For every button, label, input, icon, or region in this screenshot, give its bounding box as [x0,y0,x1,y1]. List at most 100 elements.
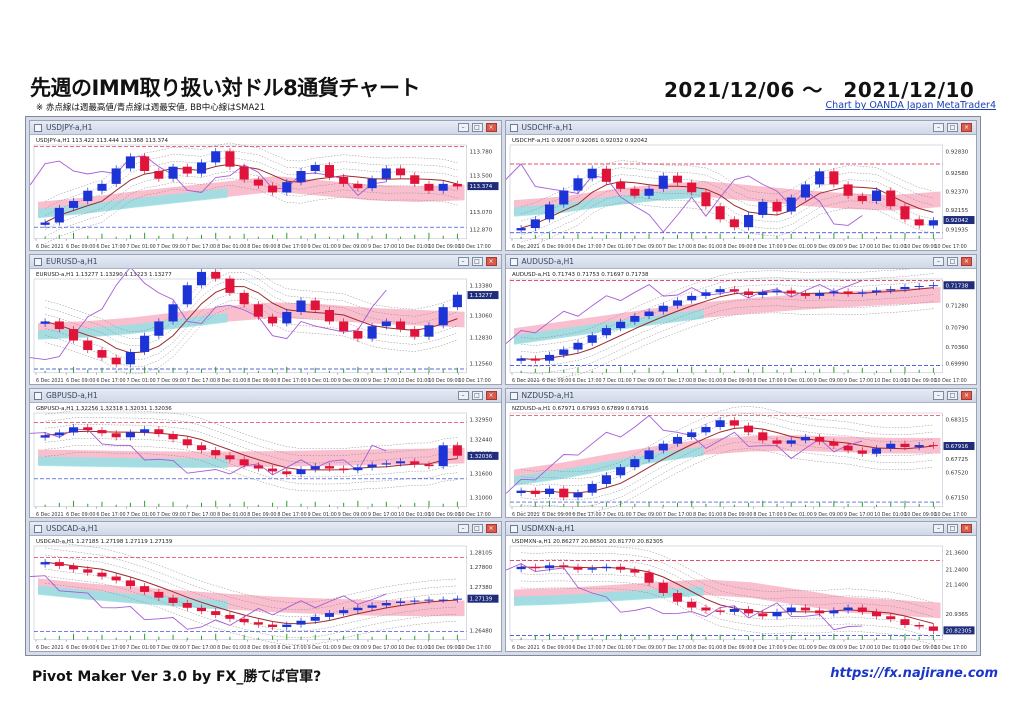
close-button[interactable]: × [961,256,972,266]
candle [310,617,320,622]
chart-window-title[interactable]: AUDUSD-a,H1 – □ × [505,254,976,269]
maximize-button[interactable]: □ [471,123,483,132]
maximize-button[interactable]: □ [471,256,483,266]
ichimoku-cloud [513,286,940,344]
candle [253,179,263,186]
candle [140,335,150,352]
chart-window-title[interactable]: USDCAD-a,H1 – □ × [30,522,501,537]
close-button[interactable]: × [961,390,972,400]
chart-window[interactable]: USDCHF-a,H1 – □ × USDCHF-a,H1 0.92067 0.9208… [504,120,977,251]
chart-window[interactable]: USDJPY-a,H1 – □ × USDJPY-a,H1 113.422 113.44… [29,120,502,251]
volume-bar [300,637,302,640]
volume-bar [129,368,131,373]
volume-bar [804,236,806,239]
chart-window-title[interactable]: USDJPY-a,H1 – □ × [30,121,501,135]
last-price-label: 113.374 [470,184,493,190]
chart-window-title-text: USDCHF-a,H1 [521,123,573,132]
candle [310,164,320,171]
chart-window-title[interactable]: GBPUSD-a,H1 – □ × [30,388,501,403]
minimize-button[interactable]: – [457,390,469,400]
volume-bar [747,502,749,507]
volume-bar [576,367,578,373]
close-button[interactable]: × [485,123,497,132]
volume-bar [776,637,778,640]
candle [282,470,292,474]
maximize-button[interactable]: □ [947,256,958,266]
volume-bar [605,636,607,640]
x-tick-label: 6 Dec 2021 [512,645,540,651]
close-button[interactable]: × [485,256,497,266]
maximize-button[interactable]: □ [947,390,958,400]
bollinger-band [45,293,458,360]
chart-window-icon [509,257,518,266]
chart-window[interactable]: GBPUSD-a,H1 – □ × GBPUSD-a,H1 1.32256 1.3231… [29,387,502,519]
minimize-button[interactable]: – [933,256,944,266]
price-chart[interactable]: USDCHF-a,H1 0.92067 0.92081 0.92032 0.92… [505,135,977,250]
candle [168,597,178,604]
candle [658,443,668,450]
candle [928,220,938,226]
volume-bar [761,634,763,640]
candle [658,305,668,312]
chart-window[interactable]: EURUSD-a,H1 – □ × EURUSD-a,H1 1.13277 1.1329… [29,253,502,385]
chart-credit-link[interactable]: Chart by OANDA Japan MetaTrader4 [825,100,996,111]
candle [743,425,753,432]
y-tick-label: 21.1400 [945,583,968,589]
candle [225,454,235,459]
chart-window[interactable]: NZDUSD-a,H1 – □ × NZDUSD-a,H1 0.67971 0.6799… [504,387,977,519]
minimize-button[interactable]: – [457,123,469,132]
candle [268,468,278,471]
candle [154,321,164,336]
price-chart[interactable]: EURUSD-a,H1 1.13277 1.13290 1.13223 1.13… [30,268,501,384]
candle [771,290,782,293]
maximize-button[interactable]: □ [471,390,483,400]
price-chart[interactable]: USDMXN-a,H1 20.86277 20.86501 20.81770 2… [505,536,977,651]
volume-bar [932,233,934,239]
volume-bar [101,635,103,640]
price-chart[interactable]: AUDUSD-a,H1 0.71743 0.71753 0.71697 0.71… [505,268,977,384]
x-tick-label: 7 Dec 09:00 [157,511,186,517]
x-tick-label: 8 Dec 17:00 [753,645,782,651]
volume-bar [605,368,607,373]
close-button[interactable]: × [485,390,497,400]
chart-window[interactable]: USDCAD-a,H1 – □ × USDCAD-a,H1 1.27185 1.2719… [29,521,502,652]
close-button[interactable]: × [485,524,497,534]
chart-window-title[interactable]: USDCHF-a,H1 – □ × [505,121,976,135]
y-tick-label: 1.12830 [470,335,493,341]
chart-window[interactable]: AUDUSD-a,H1 – □ × AUDUSD-a,H1 0.71743 0.7175… [504,253,977,385]
volume-bar [875,236,877,239]
candle [339,610,349,614]
close-button[interactable]: × [961,123,972,132]
candle [615,466,625,475]
price-chart[interactable]: NZDUSD-a,H1 0.67971 0.67993 0.67899 0.67… [505,402,977,518]
candle [296,300,306,312]
minimize-button[interactable]: – [933,524,944,534]
volume-bar [215,500,217,507]
candle [715,419,725,427]
minimize-button[interactable]: – [933,123,944,132]
volume-bar [719,501,721,507]
chart-window-title[interactable]: USDMXN-a,H1 – □ × [505,522,976,537]
maximize-button[interactable]: □ [947,524,958,534]
minimize-button[interactable]: – [457,524,469,534]
maximize-button[interactable]: □ [471,524,483,534]
price-chart[interactable]: GBPUSD-a,H1 1.32256 1.32318 1.32031 1.32… [30,402,501,518]
volume-bar [272,502,274,507]
chart-window-title[interactable]: EURUSD-a,H1 – □ × [30,254,501,269]
minimize-button[interactable]: – [457,256,469,266]
volume-bar [200,502,202,507]
footer-url-link[interactable]: https://fx.najirane.com [830,666,998,681]
candle [828,610,838,614]
maximize-button[interactable]: □ [947,123,958,132]
close-button[interactable]: × [961,524,972,534]
volume-bar [215,232,217,239]
volume-bar [272,234,274,239]
price-chart[interactable]: USDCAD-a,H1 1.27185 1.27198 1.27119 1.27… [30,536,501,651]
minimize-button[interactable]: – [933,390,944,400]
candle [629,315,639,322]
candle [871,447,881,454]
price-chart[interactable]: USDJPY-a,H1 113.422 113.444 113.368 113.… [30,135,501,250]
candle [558,565,568,568]
chart-window-title[interactable]: NZDUSD-a,H1 – □ × [505,388,976,403]
chart-window[interactable]: USDMXN-a,H1 – □ × USDMXN-a,H1 20.86277 20.86… [504,521,977,652]
